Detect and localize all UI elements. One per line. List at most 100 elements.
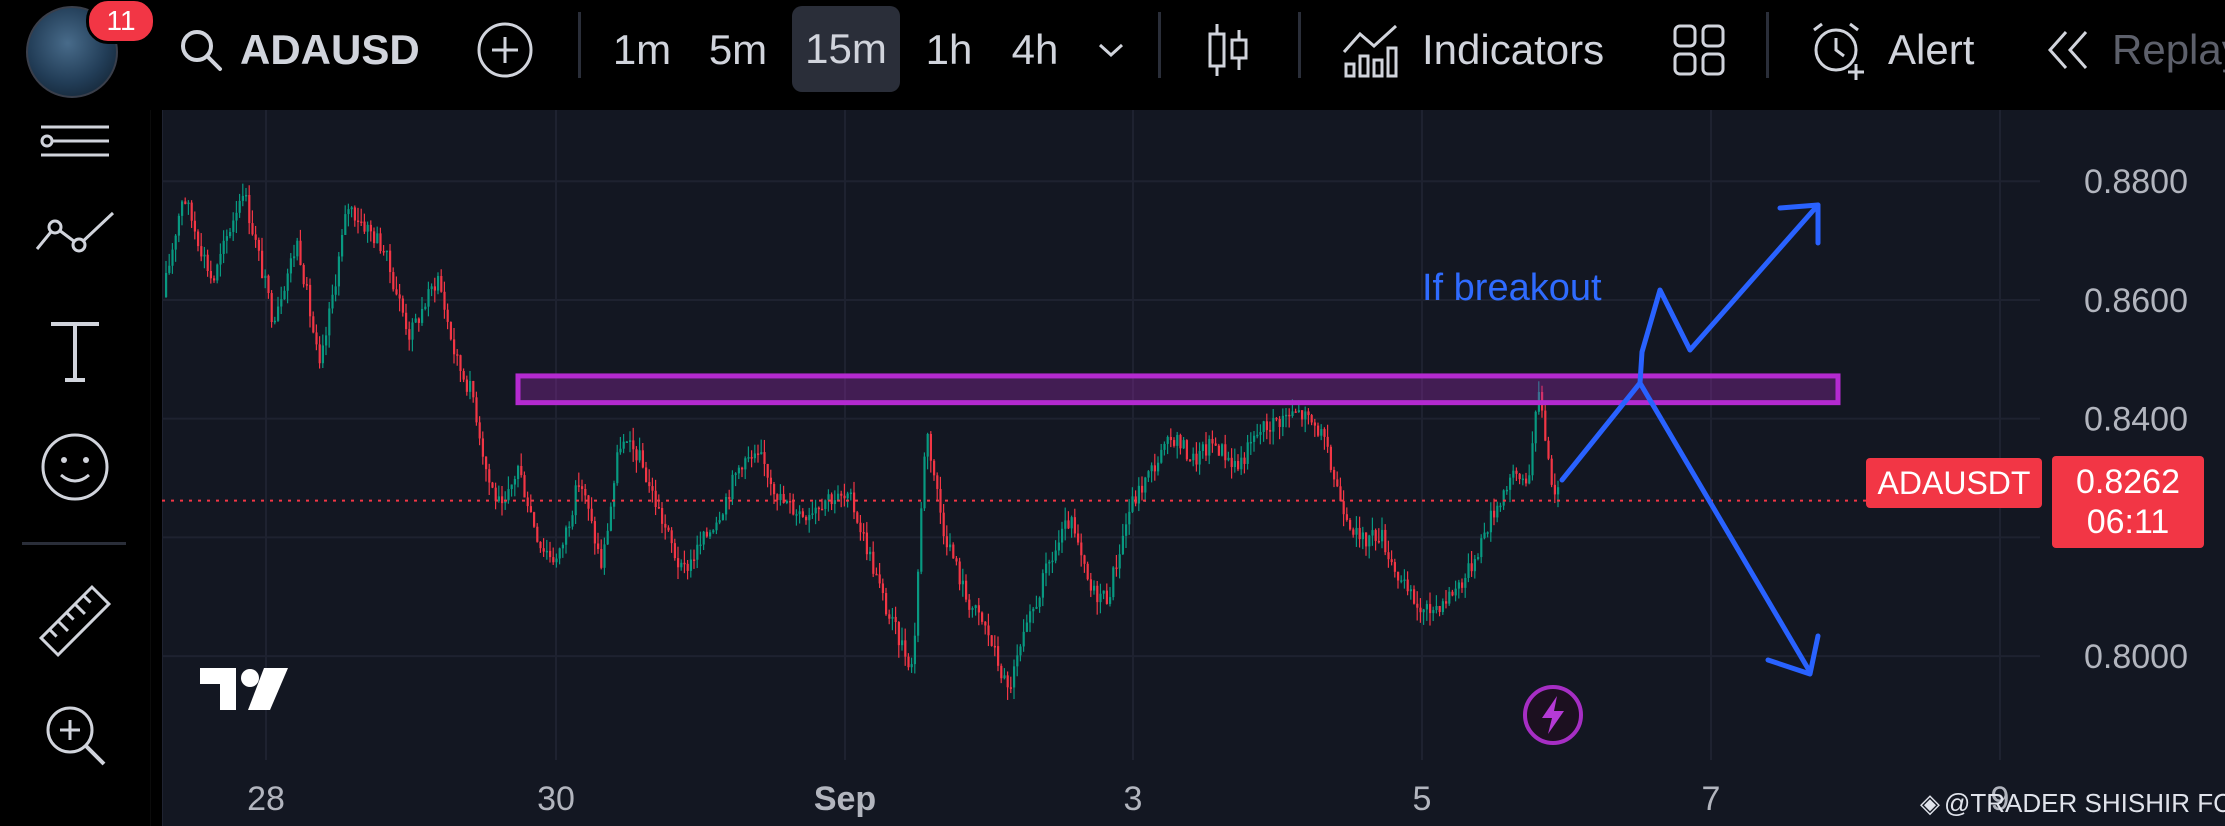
arrowhead	[1777, 202, 1821, 246]
candle-body	[574, 485, 577, 516]
candle-body	[456, 354, 459, 356]
candle-body	[1262, 421, 1265, 432]
candle-body	[222, 240, 225, 254]
zoom-tool[interactable]	[30, 690, 120, 780]
candle-body	[1035, 606, 1038, 609]
candle-body	[350, 207, 353, 210]
text-tool[interactable]	[30, 306, 120, 396]
candle-body	[331, 294, 334, 309]
timeframe-label: 1h	[925, 26, 973, 73]
candle-body	[565, 527, 568, 545]
candle-body	[571, 515, 574, 527]
candle-body	[1019, 646, 1022, 656]
candle-body	[968, 599, 971, 610]
timeframe-5m[interactable]: 5m	[698, 14, 778, 86]
candle-body	[622, 441, 625, 449]
indicators-button[interactable]: Indicators	[1340, 14, 1620, 86]
candle-body	[1281, 415, 1284, 427]
candle-body	[1077, 533, 1080, 543]
candle-body	[184, 201, 187, 204]
timeframe-dropdown[interactable]	[1086, 14, 1136, 86]
chart-type-button[interactable]	[1196, 14, 1260, 86]
timeframe-4h[interactable]: 4h	[1000, 14, 1070, 86]
candle-body	[1041, 573, 1044, 598]
candle-body	[1224, 444, 1227, 461]
emoji-tool[interactable]	[30, 422, 120, 512]
indicators-label: Indicators	[1422, 26, 1605, 73]
candles-icon	[1208, 24, 1248, 76]
candle-body	[433, 286, 436, 291]
toolbar-divider	[578, 12, 581, 78]
text-icon	[51, 322, 99, 382]
alert-button[interactable]: Alert	[1806, 14, 2006, 86]
cursor-lines-tool[interactable]	[30, 110, 120, 170]
candle-body	[584, 488, 587, 496]
candle-body	[328, 308, 331, 336]
price-tick-label: 0.8800	[2084, 163, 2188, 201]
candle-body	[885, 593, 888, 615]
candle-body	[763, 452, 766, 464]
candle-body	[984, 621, 987, 626]
candle-body	[251, 223, 254, 235]
candle-body	[603, 544, 606, 568]
candle-body	[1384, 529, 1387, 553]
candle-body	[865, 532, 868, 555]
layout-button[interactable]	[1664, 14, 1734, 86]
candle-body	[1377, 540, 1380, 543]
candle-body	[427, 289, 430, 307]
candle-body	[625, 441, 628, 444]
candle-body	[376, 233, 379, 244]
candle-body	[1096, 585, 1099, 603]
compare-button[interactable]	[470, 14, 540, 86]
candle-body	[1329, 446, 1332, 470]
candle-body	[1553, 484, 1556, 495]
candle-body	[936, 475, 939, 489]
candle-body	[1205, 444, 1208, 456]
trend-line-tool[interactable]	[30, 190, 120, 280]
candle-body	[1505, 489, 1508, 492]
replay-button[interactable]: Replay	[2044, 14, 2225, 86]
arrowhead	[1765, 633, 1821, 677]
candle-body	[821, 508, 824, 511]
candle-body	[533, 512, 536, 527]
candle-body	[353, 207, 356, 221]
timeframe-1m[interactable]: 1m	[602, 14, 682, 86]
toolbar-divider	[1766, 12, 1769, 78]
candle-body	[318, 344, 321, 364]
alert-label: Alert	[1888, 26, 1975, 73]
candle-body	[1182, 440, 1185, 449]
candle-body	[1352, 529, 1355, 535]
candle-body	[520, 465, 523, 476]
candle-body	[1227, 457, 1230, 461]
candle-body	[680, 562, 683, 568]
candle-body	[1355, 527, 1358, 535]
candle-body	[888, 614, 891, 619]
candle-body	[856, 512, 859, 523]
candle-body	[609, 506, 612, 531]
candle-body	[1051, 560, 1054, 563]
resistance-zone[interactable]	[515, 373, 1841, 406]
candle-body	[494, 487, 497, 502]
candle-body	[398, 294, 401, 299]
candle-body	[1160, 449, 1163, 463]
timeframe-1h[interactable]: 1h	[914, 14, 984, 86]
timeframe-15m[interactable]: 15m	[792, 6, 900, 92]
date-tick-label: 30	[537, 780, 575, 818]
candle-body	[165, 272, 168, 297]
measure-tool[interactable]	[30, 576, 120, 666]
symbol-search[interactable]: ADAUSDT	[176, 14, 436, 86]
layout-grid-icon	[1673, 24, 1725, 76]
candle-body	[264, 275, 267, 278]
candle-body	[837, 493, 840, 501]
toolbar-divider	[1158, 12, 1161, 78]
candle-body	[1221, 444, 1224, 456]
candle-body	[744, 458, 747, 470]
candle-body	[849, 492, 852, 495]
candle-body	[1237, 461, 1240, 470]
candle-body	[734, 473, 737, 475]
lightning-icon[interactable]	[1522, 684, 1584, 746]
candle-body	[267, 275, 270, 294]
candle-body	[1121, 535, 1124, 555]
candle-body	[206, 254, 209, 271]
